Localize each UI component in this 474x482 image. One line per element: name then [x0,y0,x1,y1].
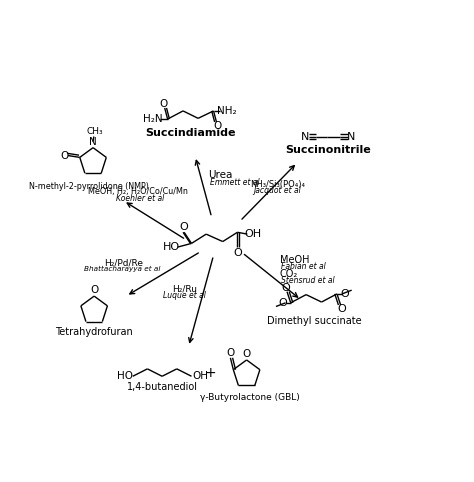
Text: Bhattacharayya et al: Bhattacharayya et al [84,267,161,272]
Text: CO₂: CO₂ [280,269,298,279]
Text: O: O [60,150,68,161]
Text: Fabian et al: Fabian et al [281,262,326,271]
Text: Urea: Urea [209,171,233,180]
Text: HO: HO [163,242,180,252]
Text: H₂/Ru: H₂/Ru [173,284,197,293]
Text: O: O [160,99,168,109]
Text: Luque et al: Luque et al [164,291,206,300]
Text: N-methyl-2-pyrrolidone (NMP): N-methyl-2-pyrrolidone (NMP) [29,183,148,191]
Text: Dimethyl succinate: Dimethyl succinate [266,316,361,326]
Text: MeOH, H₂, H₂O/Co/Cu/Mn: MeOH, H₂, H₂O/Co/Cu/Mn [88,187,188,196]
Text: HO: HO [117,371,133,381]
Text: O: O [90,285,98,295]
Text: H₂N: H₂N [144,114,163,124]
Text: O: O [243,349,251,359]
Text: γ-Butyrolactone (GBL): γ-Butyrolactone (GBL) [200,393,300,402]
Text: +: + [204,366,216,380]
Text: O: O [180,222,189,232]
Text: O: O [337,304,346,314]
Text: OH: OH [192,371,208,381]
Text: CH₃: CH₃ [87,127,103,136]
Text: N: N [347,132,356,142]
Text: Emmett et al: Emmett et al [210,178,259,187]
Text: N: N [301,132,310,142]
Text: O: O [213,121,221,131]
Text: Succindiamide: Succindiamide [145,128,236,138]
Text: NH₂: NH₂ [217,106,236,116]
Text: O: O [281,283,290,293]
Text: Jacquot et al: Jacquot et al [253,186,301,195]
Text: O: O [226,348,235,358]
Text: H₂/Pd/Re: H₂/Pd/Re [104,258,143,267]
Text: OH: OH [244,229,261,239]
Text: O: O [233,248,242,258]
Text: 1,4-butanediol: 1,4-butanediol [127,382,198,392]
Text: Succinonitrile: Succinonitrile [285,145,371,155]
Text: Tetrahydrofuran: Tetrahydrofuran [55,327,133,337]
Text: Koehler et al: Koehler et al [116,194,164,202]
Text: O: O [278,298,287,308]
Text: NH₃/Si₃(PO₄)₄: NH₃/Si₃(PO₄)₄ [250,179,305,188]
Text: O: O [341,289,349,299]
Text: Stensrud et al: Stensrud et al [281,276,334,285]
Text: N: N [89,137,97,147]
Text: MeOH: MeOH [280,255,309,265]
